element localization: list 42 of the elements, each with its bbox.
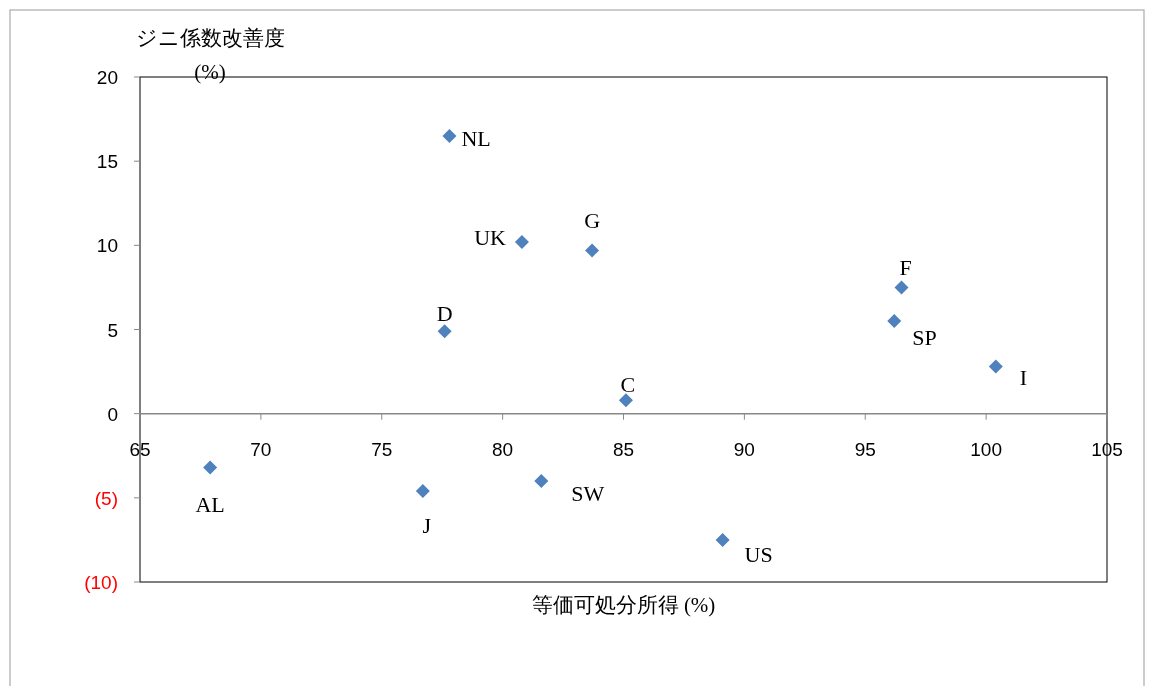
annotation: NL: [461, 125, 491, 151]
point: [437, 324, 452, 339]
point: [514, 234, 529, 249]
annotation: J: [422, 513, 432, 539]
point: [415, 484, 430, 499]
y-tick-label: (10): [84, 572, 118, 593]
y-tick-label: 5: [107, 319, 118, 341]
y-tick-label: 15: [96, 151, 118, 173]
x-tick-label: 75: [371, 438, 393, 460]
point: [894, 280, 909, 295]
annotation: SP: [912, 325, 937, 351]
y-tick-label: 10: [96, 235, 118, 257]
x-tick-label: 100: [970, 438, 1002, 460]
point: [715, 532, 730, 547]
x-tick-label: 65: [129, 438, 151, 460]
point: [534, 474, 549, 488]
annotation: F: [899, 255, 912, 281]
point: [442, 128, 457, 143]
point: [988, 359, 1003, 374]
x-tick-label: 80: [492, 438, 514, 460]
y-tick-label: 0: [107, 403, 118, 425]
x-tick-label: 70: [250, 438, 272, 460]
annotation: G: [584, 208, 601, 234]
x-tick-label: 90: [733, 438, 755, 460]
annotation: UK: [474, 224, 507, 250]
annotation: I: [1019, 364, 1028, 390]
y-tick-label: 20: [96, 67, 118, 88]
point: [887, 314, 902, 329]
annotation: SW: [571, 481, 605, 506]
annotation: D: [436, 301, 453, 327]
annotation: C: [620, 372, 636, 398]
point: [585, 243, 600, 258]
annotation: US: [744, 541, 773, 567]
y-tick-label: (5): [94, 487, 118, 509]
x-axis-title: 等価可処分所得 (%): [531, 593, 716, 617]
x-tick-label: 105: [1091, 438, 1123, 460]
y-axis-title: ジニ係数改善度 (%): [135, 26, 285, 84]
x-tick-label: 85: [612, 438, 635, 460]
annotation: AL: [195, 491, 225, 517]
point: [203, 460, 218, 475]
point: [618, 393, 633, 408]
x-tick-label: 95: [854, 438, 876, 460]
